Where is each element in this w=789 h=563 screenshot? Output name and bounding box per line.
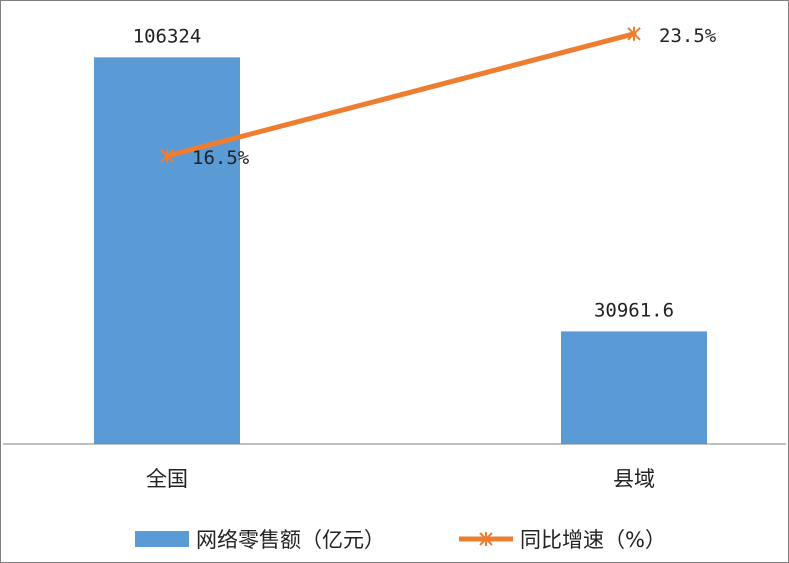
line-marker-1 <box>627 26 641 41</box>
category-labels: 全国 县域 <box>146 467 655 491</box>
category-label-1: 县域 <box>613 467 655 491</box>
line-layer <box>160 26 641 163</box>
labels-layer: 106324 30961.6 16.5% 23.5% <box>133 25 717 322</box>
legend-swatch-bar <box>135 531 189 547</box>
category-label-0: 全国 <box>146 467 188 491</box>
bar-0 <box>94 57 240 444</box>
legend-label-line: 同比增速（%） <box>520 528 666 552</box>
bar-value-label-0: 106324 <box>133 25 202 47</box>
bar-value-label-1: 30961.6 <box>594 299 674 321</box>
bar-1 <box>561 331 707 444</box>
growth-line <box>164 31 637 159</box>
legend-label-bar: 网络零售额（亿元） <box>196 528 385 552</box>
legend: 网络零售额（亿元） 同比增速（%） <box>135 528 666 552</box>
legend-marker-line <box>479 532 493 546</box>
bars-layer <box>94 57 707 444</box>
line-value-label-0: 16.5% <box>192 147 250 169</box>
line-marker-0 <box>160 148 174 163</box>
line-value-label-1: 23.5% <box>659 25 717 47</box>
